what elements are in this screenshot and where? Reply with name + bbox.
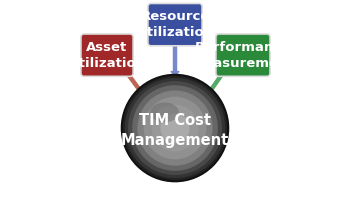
Ellipse shape [150, 102, 179, 122]
Ellipse shape [121, 74, 229, 182]
Ellipse shape [138, 90, 212, 166]
Ellipse shape [125, 78, 225, 178]
Ellipse shape [128, 81, 222, 175]
Ellipse shape [156, 107, 175, 120]
Text: Performance
Measurement: Performance Measurement [192, 41, 294, 70]
FancyBboxPatch shape [81, 34, 133, 76]
FancyBboxPatch shape [148, 4, 202, 46]
Ellipse shape [123, 76, 227, 180]
Ellipse shape [144, 97, 206, 159]
Ellipse shape [160, 113, 190, 143]
Text: Resource
Utilization: Resource Utilization [136, 10, 214, 39]
FancyBboxPatch shape [216, 34, 270, 76]
Ellipse shape [132, 85, 218, 171]
Text: Asset
Utilization: Asset Utilization [69, 41, 146, 70]
Ellipse shape [152, 105, 198, 151]
Text: TIM Cost
Management: TIM Cost Management [121, 113, 229, 148]
